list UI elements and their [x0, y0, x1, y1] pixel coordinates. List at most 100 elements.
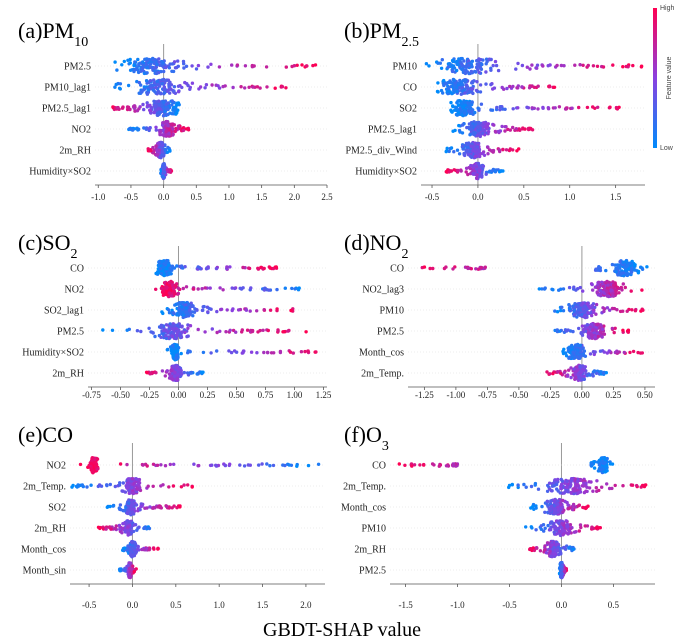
shap-point: [231, 85, 235, 90]
shap-point: [239, 85, 243, 89]
shap-point: [164, 267, 169, 271]
shap-point: [462, 68, 467, 73]
shap-point: [186, 83, 190, 88]
shap-point: [572, 285, 576, 289]
shap-point: [422, 462, 426, 467]
shap-point: [275, 307, 279, 311]
shap-point: [128, 553, 133, 557]
shap-point: [265, 462, 269, 466]
shap-point: [240, 330, 244, 334]
shap-point: [593, 335, 597, 339]
shap-point: [575, 479, 580, 484]
shap-point: [124, 505, 128, 509]
shap-point: [135, 487, 139, 491]
shap-point: [118, 82, 123, 86]
shap-point: [145, 371, 149, 375]
shap-point: [152, 104, 157, 108]
shap-point: [228, 462, 232, 466]
shap-point: [562, 63, 566, 68]
shap-point: [467, 150, 471, 154]
x-tick-label: -0.25: [541, 390, 560, 400]
shap-point: [165, 150, 170, 154]
shap-point: [129, 498, 134, 502]
shap-point: [591, 489, 595, 493]
shap-point: [161, 174, 165, 178]
shap-point: [571, 329, 575, 334]
shap-point: [452, 462, 456, 467]
shap-point: [576, 373, 580, 377]
shap-point: [139, 504, 143, 509]
shap-point: [621, 65, 625, 69]
panel-2: (b)PM2.5-0.5 0.0 0.5 1.0 1.5PM10COSO2PM2.5_l…: [344, 18, 645, 202]
feature-row-points: [165, 342, 318, 362]
shap-point: [186, 323, 190, 327]
shap-point: [507, 485, 511, 490]
shap-point: [141, 463, 145, 467]
shap-point: [633, 309, 638, 313]
shap-point: [475, 173, 479, 177]
shap-point: [141, 102, 145, 107]
feature-label: Humidity×SO2: [22, 348, 84, 359]
shap-point: [558, 491, 562, 495]
shap-point: [493, 169, 497, 173]
shap-point: [569, 366, 573, 370]
shap-point: [214, 266, 219, 271]
shap-point: [169, 349, 173, 353]
shap-point: [571, 304, 576, 308]
shap-point: [154, 125, 158, 129]
shap-point: [520, 63, 525, 68]
shap-point: [215, 309, 219, 314]
shap-point: [161, 289, 165, 293]
shap-point: [602, 307, 607, 311]
shap-point: [484, 172, 488, 176]
shap-point: [578, 364, 582, 369]
panel-title: (c)SO2: [18, 230, 78, 262]
shap-point: [490, 169, 495, 173]
shap-point: [601, 65, 606, 69]
shap-point: [280, 85, 285, 89]
shap-point: [180, 305, 184, 309]
shap-point: [121, 481, 126, 485]
shap-point: [437, 464, 441, 468]
shap-point: [167, 169, 171, 173]
shap-point: [154, 371, 158, 375]
shap-point: [140, 90, 144, 94]
shap-point: [283, 286, 287, 290]
shap-point: [164, 336, 169, 341]
shap-point: [594, 371, 599, 375]
shap-point: [595, 64, 600, 69]
shap-point: [183, 80, 187, 85]
shap-point: [578, 285, 582, 290]
shap-point: [590, 328, 595, 332]
shap-point: [157, 84, 162, 88]
shap-point: [215, 349, 219, 353]
shap-point: [480, 173, 484, 178]
shap-point: [622, 265, 627, 270]
shap-point: [131, 564, 135, 568]
shap-point: [128, 68, 133, 73]
shap-point: [521, 127, 525, 131]
shap-point: [580, 324, 585, 328]
panel-title-main: (c)SO: [18, 230, 71, 255]
shap-point: [174, 112, 178, 116]
shap-point: [170, 268, 174, 272]
shap-point: [455, 89, 459, 94]
shap-point: [186, 302, 191, 307]
x-tick-label: -1.00: [447, 390, 466, 400]
shap-point: [617, 291, 621, 295]
shap-point: [610, 262, 615, 267]
shap-point: [289, 308, 293, 313]
shap-point: [590, 372, 595, 376]
shap-point: [168, 148, 172, 153]
shap-point: [137, 548, 141, 552]
shap-point: [144, 79, 149, 83]
shap-point: [171, 331, 176, 335]
shap-point: [131, 510, 135, 515]
shap-point: [514, 127, 518, 131]
shap-point: [529, 484, 534, 489]
shap-point: [148, 371, 152, 376]
shap-point: [159, 271, 163, 276]
shap-point: [586, 63, 590, 68]
feature-label: Month_sin: [23, 566, 66, 577]
shap-point: [585, 373, 589, 378]
